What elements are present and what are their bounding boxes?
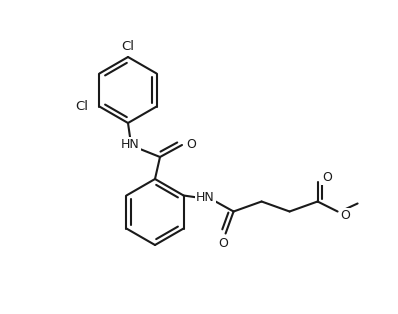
Text: Cl: Cl (121, 41, 135, 53)
Text: O: O (341, 209, 351, 222)
Text: O: O (219, 237, 228, 250)
Text: O: O (186, 138, 196, 150)
Text: O: O (323, 171, 332, 184)
Text: HN: HN (196, 191, 215, 204)
Text: Cl: Cl (75, 100, 88, 113)
Text: HN: HN (121, 138, 139, 151)
